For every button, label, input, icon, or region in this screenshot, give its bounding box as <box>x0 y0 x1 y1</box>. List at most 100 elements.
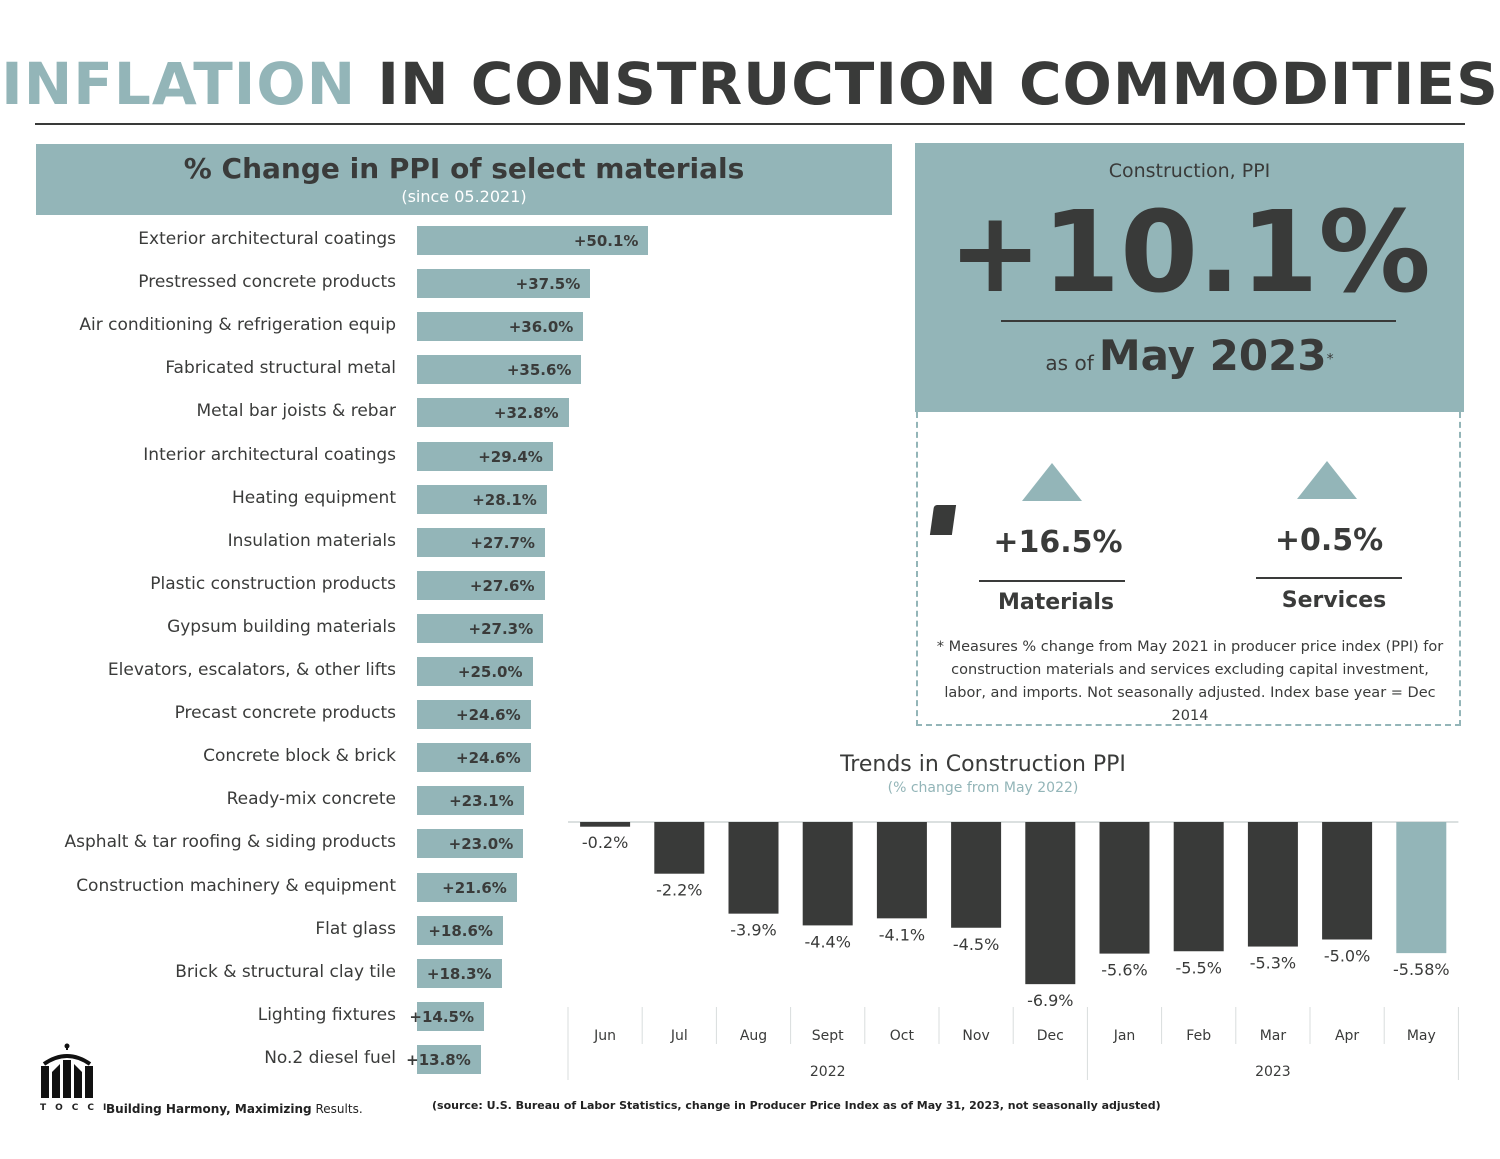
trend-value-label: -5.6% <box>1101 961 1147 980</box>
material-label: Flat glass <box>315 918 396 939</box>
trend-bar <box>1025 822 1076 985</box>
page-title: INFLATION IN CONSTRUCTION COMMODITIES <box>0 50 1500 118</box>
trend-month-label: Jan <box>1113 1028 1136 1044</box>
material-bar <box>417 484 547 514</box>
material-value-label: +24.6% <box>456 749 521 768</box>
material-bar <box>417 829 524 859</box>
material-value-label: +25.0% <box>457 663 523 681</box>
material-label: Plastic construction products <box>150 573 396 594</box>
trend-bar <box>728 822 779 914</box>
ppi-divider <box>1001 320 1396 322</box>
material-label: Precast concrete products <box>174 703 396 724</box>
services-label: Services <box>1281 588 1387 613</box>
methodology-note: * Measures % change from May 2021 in pro… <box>936 639 1444 724</box>
trend-month-label: Apr <box>1335 1028 1359 1044</box>
tagline-rest: Results. <box>315 1102 363 1116</box>
trend-month-label: Feb <box>1186 1028 1211 1044</box>
services-divider <box>1256 577 1402 579</box>
trend-value-label: -5.58% <box>1393 960 1450 979</box>
trend-bar <box>802 822 853 926</box>
material-value-label: +18.6% <box>428 921 493 940</box>
material-value-label: +32.8% <box>493 404 559 423</box>
trend-bar <box>580 822 631 827</box>
material-label: Elevators, escalators, & other lifts <box>107 660 396 680</box>
materials-value: +16.5% <box>993 525 1123 560</box>
trend-chart-subtitle: (% change from May 2022) <box>887 780 1079 796</box>
material-value-label: +29.4% <box>478 447 543 466</box>
title-divider <box>35 123 1465 125</box>
as-of-date: May 2023 <box>1098 331 1327 380</box>
trend-value-label: -4.1% <box>879 925 925 944</box>
trend-value-label: -6.9% <box>1027 991 1073 1010</box>
material-bar <box>417 958 502 988</box>
material-value-label: +18.3% <box>426 964 492 983</box>
material-value-label: +36.0% <box>508 318 574 337</box>
trend-value-label: -5.0% <box>1324 947 1370 966</box>
material-label: Ready-mix concrete <box>226 789 396 810</box>
trend-month-label: May <box>1407 1028 1436 1044</box>
material-label: Metal bar joists & rebar <box>196 401 396 422</box>
ppi-value: +10.1% <box>948 188 1431 318</box>
material-value-label: +28.1% <box>472 490 537 509</box>
materials-divider <box>979 580 1125 582</box>
triangle-up-icon <box>1297 461 1357 499</box>
material-value-label: +27.6% <box>469 576 535 595</box>
trend-bar <box>1173 822 1224 952</box>
trend-bar <box>1322 822 1373 940</box>
trend-month-label: Sept <box>812 1028 844 1044</box>
material-value-label: +23.0% <box>448 835 514 854</box>
trend-bar-chart: -0.2% Jun -2.2% Jul -3.9% Aug -4.4% Sept -4.1% Oc… <box>567 821 1459 1080</box>
material-label: Air conditioning & refrigeration equip <box>79 315 396 336</box>
material-bar <box>417 1001 484 1031</box>
material-label: Prestressed concrete products <box>138 272 396 293</box>
trend-value-label: -0.2% <box>582 833 628 852</box>
material-value-label: +35.6% <box>506 361 572 380</box>
trend-year-label: 2023 <box>1255 1064 1291 1080</box>
tagline-bold: Building Harmony, Maximizing <box>106 1102 312 1116</box>
trend-month-label: Dec <box>1037 1028 1064 1044</box>
material-bar <box>417 872 517 902</box>
material-value-label: +50.1% <box>573 232 639 250</box>
material-label: Gypsum building materials <box>167 616 396 637</box>
breakdown-box <box>916 412 1461 726</box>
material-bar <box>417 312 584 342</box>
brand-name: TOCCI <box>40 1103 116 1113</box>
material-label: Heating equipment <box>231 487 396 508</box>
material-value-label: +27.3% <box>468 619 534 638</box>
trend-month-label: Oct <box>890 1028 915 1044</box>
trend-value-label: -5.3% <box>1250 954 1296 973</box>
material-label: Lighting fixtures <box>257 1004 396 1025</box>
trend-bar <box>876 822 927 919</box>
title-accent: INFLATION <box>1 50 357 118</box>
trend-month-label: Nov <box>962 1028 989 1044</box>
trend-bar <box>951 822 1002 928</box>
material-value-label: +27.7% <box>470 533 535 552</box>
material-bar <box>417 398 569 428</box>
material-bar <box>417 743 531 773</box>
decorative-mark <box>929 505 957 535</box>
materials-chart-subtitle: (since 05.2021) <box>401 187 527 206</box>
material-bar <box>417 269 591 299</box>
material-label: Concrete block & brick <box>203 746 396 767</box>
materials-chart-header: % Change in PPI of select materials (sin… <box>36 144 892 215</box>
material-bar <box>417 613 544 643</box>
ppi-caption: Construction, PPI <box>1108 160 1271 182</box>
material-value-label: +21.6% <box>442 878 507 897</box>
materials-chart-title: % Change in PPI of select materials <box>183 152 745 185</box>
material-bar <box>417 657 533 686</box>
material-bar <box>417 700 531 730</box>
material-bar <box>417 1044 481 1074</box>
trend-month-label: Jun <box>593 1028 616 1044</box>
triangle-up-icon <box>1022 463 1082 501</box>
trend-year-label: 2022 <box>810 1064 846 1080</box>
ppi-as-of: as of May 2023* <box>915 331 1464 380</box>
trend-month-label: Mar <box>1260 1028 1287 1044</box>
material-value-label: +14.5% <box>409 1007 474 1026</box>
trend-value-label: -4.5% <box>953 935 999 954</box>
material-value-label: +24.6% <box>456 706 521 725</box>
as-of-asterisk: * <box>1326 351 1334 368</box>
construction-ppi-box: Construction, PPI +10.1% as of May 2023* <box>915 143 1464 412</box>
trend-value-label: -2.2% <box>656 881 702 900</box>
source-note: (source: U.S. Bureau of Labor Statistics… <box>432 1099 1161 1112</box>
trend-bar <box>654 822 705 874</box>
